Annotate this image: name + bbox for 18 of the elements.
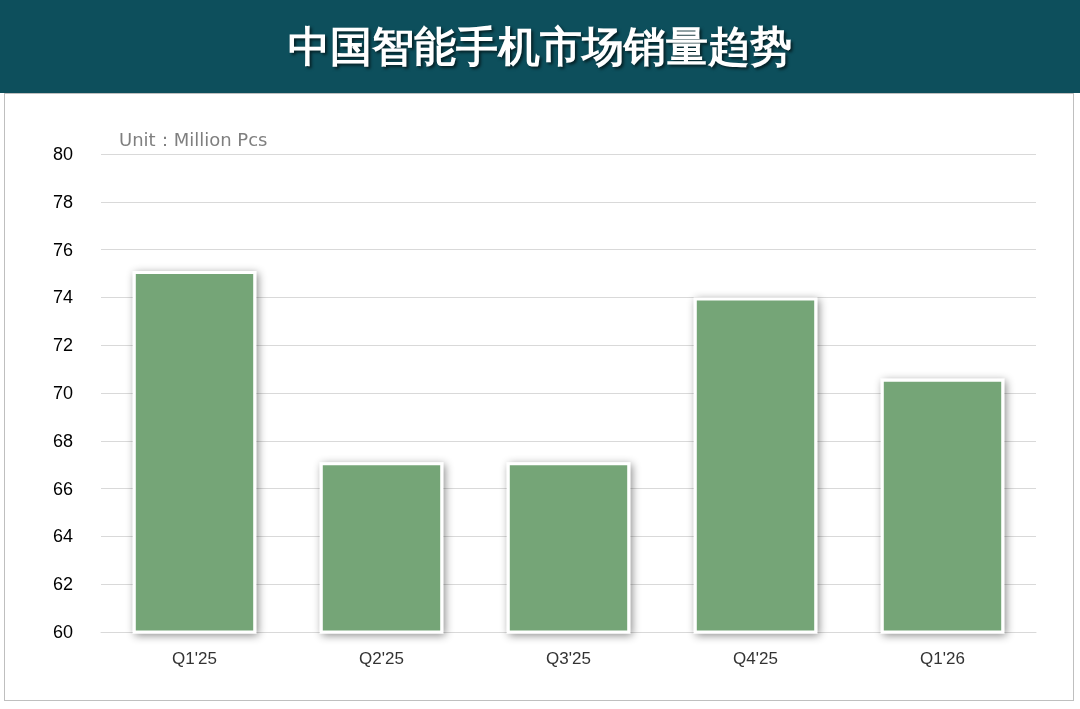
y-tick-label: 60 xyxy=(52,622,73,642)
chart-title: 中国智能手机市场销量趋势 xyxy=(0,0,1080,93)
y-tick-label: 80 xyxy=(52,144,73,164)
y-tick-label: 70 xyxy=(52,383,73,403)
x-tick-label: Q2'25 xyxy=(359,649,404,668)
y-tick-label: 78 xyxy=(52,191,73,212)
x-tick-label: Q4'25 xyxy=(733,649,778,668)
x-tick-label: Q3'25 xyxy=(546,649,591,668)
text: Unit：Million Pcs xyxy=(119,128,268,150)
y-tick-label: 76 xyxy=(52,239,73,260)
y-tick-label: 72 xyxy=(52,335,73,356)
y-tick-label: 68 xyxy=(52,430,73,451)
y-tick-label: 74 xyxy=(52,287,73,308)
y-tick-label: 62 xyxy=(52,574,73,595)
x-tick-label: Q1'25 xyxy=(172,649,217,668)
y-tick-label: 66 xyxy=(52,478,73,499)
x-tick-label: Q1'26 xyxy=(920,649,965,668)
y-tick-label: 64 xyxy=(52,526,73,547)
